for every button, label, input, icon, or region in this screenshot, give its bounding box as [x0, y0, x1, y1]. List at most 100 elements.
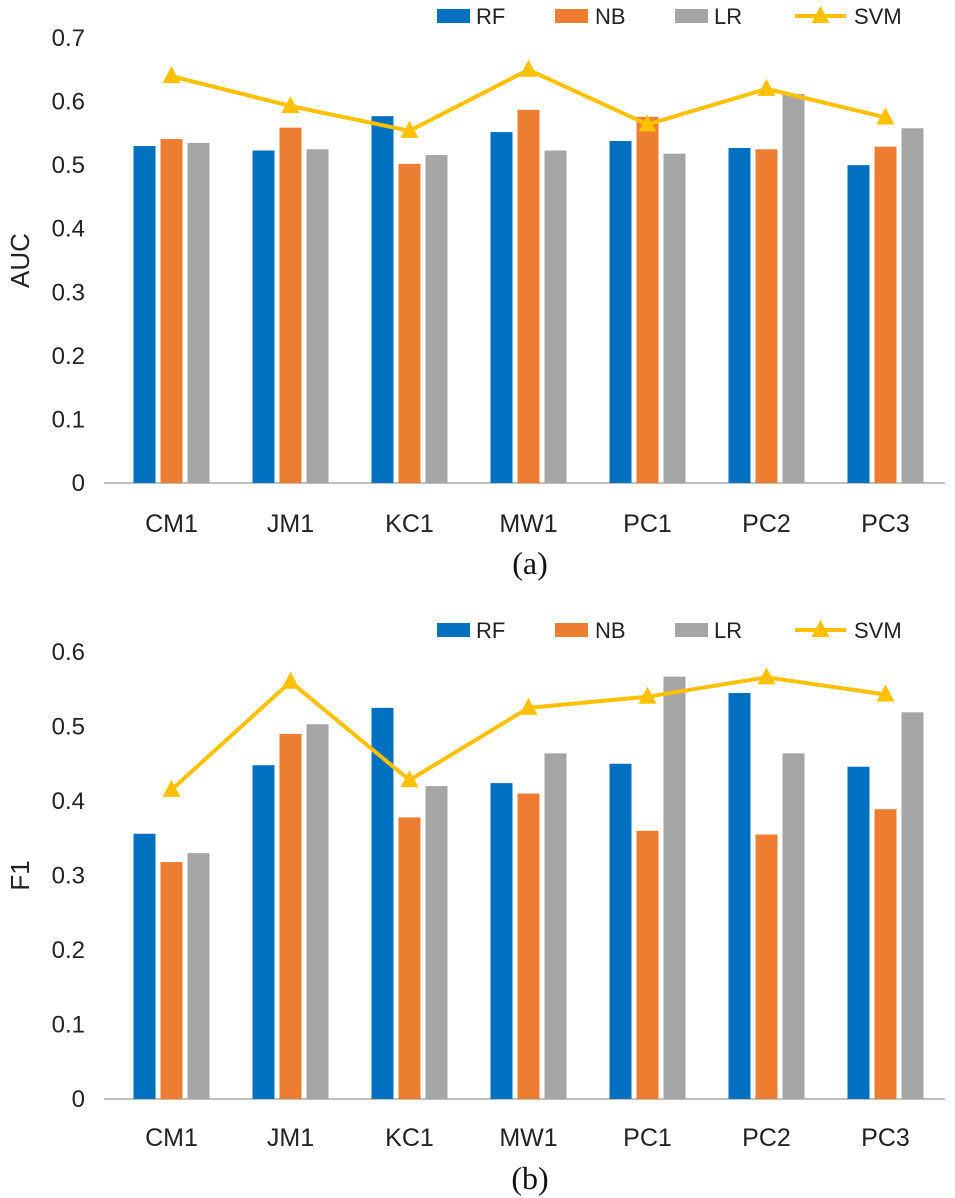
y-tick-labels: 0 0.1 0.2 0.3 0.4 0.5 0.6 [52, 639, 85, 1113]
bar-rf-cm1 [133, 833, 156, 1099]
legend-label-lr: LR [714, 4, 742, 29]
y-tick-label: 0.2 [52, 937, 85, 964]
marker-svm-jm1 [281, 671, 300, 689]
y-tick-label: 0.4 [52, 216, 85, 243]
bar-lr-cm1 [187, 853, 210, 1099]
legend-swatch-nb [555, 623, 588, 637]
panel-label-b: (b) [511, 1160, 548, 1196]
bar-rf-pc3 [847, 766, 870, 1099]
legend-label-lr: LR [714, 618, 742, 643]
x-tick-label: MW1 [499, 1124, 557, 1152]
legend-label-svm: SVM [854, 618, 902, 643]
legend-swatch-rf [437, 623, 470, 637]
legend-marker-svm [811, 6, 830, 23]
legend-label-svm: SVM [854, 4, 902, 29]
bar-rf-pc2 [728, 692, 751, 1099]
bar-rf-kc1 [371, 116, 394, 483]
marker-svm-cm1 [162, 66, 181, 84]
bar-rf-kc1 [371, 707, 394, 1099]
bar-nb-kc1 [398, 817, 421, 1099]
bar-nb-kc1 [398, 163, 421, 483]
y-tick-label: 0.1 [52, 406, 85, 433]
bar-rf-pc3 [847, 165, 870, 483]
bars [133, 676, 924, 1099]
bar-rf-pc2 [728, 147, 751, 483]
marker-svm-cm1 [162, 779, 181, 797]
y-tick-label: 0.4 [52, 788, 85, 815]
bar-rf-mw1 [490, 783, 513, 1099]
marker-svm-kc1 [400, 770, 419, 788]
x-tick-labels: CM1 JM1 KC1 MW1 PC1 PC2 PC3 [145, 510, 910, 538]
x-tick-label: PC3 [861, 1124, 910, 1152]
bar-lr-jm1 [306, 724, 329, 1099]
legend-label-nb: NB [595, 618, 626, 643]
x-tick-label: PC1 [623, 510, 672, 538]
bar-lr-cm1 [187, 142, 210, 483]
bar-lr-jm1 [306, 149, 329, 483]
legend-label-nb: NB [595, 4, 626, 29]
legend: RF NB LR SVM [437, 4, 902, 29]
bar-nb-pc2 [755, 834, 778, 1099]
bar-rf-pc1 [609, 140, 632, 483]
bar-lr-kc1 [425, 154, 448, 483]
bar-rf-mw1 [490, 132, 513, 484]
bar-lr-kc1 [425, 786, 448, 1099]
x-tick-label: JM1 [267, 510, 314, 538]
bar-lr-pc2 [782, 753, 805, 1099]
bar-nb-mw1 [517, 109, 540, 483]
svm-line-series [162, 667, 895, 797]
svm-line-series [162, 59, 895, 138]
x-tick-labels: CM1 JM1 KC1 MW1 PC1 PC2 PC3 [145, 1124, 910, 1152]
legend-label-rf: RF [476, 618, 505, 643]
bar-lr-pc2 [782, 93, 805, 483]
marker-svm-pc1 [638, 686, 657, 704]
marker-svm-mw1 [519, 59, 538, 77]
bar-nb-jm1 [279, 733, 302, 1099]
bar-nb-pc2 [755, 149, 778, 483]
line-svm [170, 675, 886, 792]
bar-lr-pc3 [901, 128, 924, 483]
y-tick-label: 0.7 [52, 25, 85, 52]
bar-lr-pc1 [663, 676, 686, 1099]
bar-rf-pc1 [609, 763, 632, 1099]
legend-swatch-nb [555, 9, 588, 23]
bar-nb-pc1 [636, 830, 659, 1099]
x-tick-label: KC1 [385, 1124, 434, 1152]
bar-rf-cm1 [133, 146, 156, 484]
x-tick-label: PC2 [742, 1124, 791, 1152]
y-tick-label: 0.5 [52, 152, 85, 179]
marker-svm-jm1 [281, 96, 300, 114]
legend-swatch-rf [437, 9, 470, 23]
bar-lr-mw1 [544, 753, 567, 1099]
bar-nb-pc3 [874, 809, 897, 1099]
panel-label-a: (a) [512, 545, 548, 581]
marker-svm-pc2 [757, 78, 776, 96]
bar-lr-mw1 [544, 150, 567, 483]
bar-nb-pc3 [874, 146, 897, 483]
x-tick-label: MW1 [499, 510, 557, 538]
x-tick-label: CM1 [145, 1124, 198, 1152]
x-tick-label: JM1 [267, 1124, 314, 1152]
marker-svm-pc2 [757, 667, 776, 685]
legend-label-rf: RF [476, 4, 505, 29]
legend-swatch-lr [675, 623, 708, 637]
marker-svm-pc3 [876, 107, 895, 125]
y-axis-title: AUC [5, 233, 35, 288]
bar-rf-jm1 [252, 765, 275, 1099]
y-tick-label: 0.6 [52, 89, 85, 116]
chart-panel-a: 0 0.1 0.2 0.3 0.4 0.5 0.6 0.7 AUC CM1 JM1 KC1 MW1 P… [5, 4, 945, 581]
bar-nb-cm1 [160, 139, 183, 484]
bar-lr-pc1 [663, 153, 686, 483]
y-axis-title: F1 [5, 860, 35, 890]
y-tick-label: 0 [72, 1086, 85, 1113]
y-tick-labels: 0 0.1 0.2 0.3 0.4 0.5 0.6 0.7 [52, 25, 85, 497]
marker-svm-mw1 [519, 697, 538, 715]
x-tick-label: PC1 [623, 1124, 672, 1152]
y-tick-label: 0.3 [52, 863, 85, 890]
y-tick-label: 0.3 [52, 279, 85, 306]
marker-svm-pc3 [876, 684, 895, 702]
y-tick-label: 0 [72, 470, 85, 497]
bars [133, 93, 924, 484]
y-tick-label: 0.5 [52, 714, 85, 741]
